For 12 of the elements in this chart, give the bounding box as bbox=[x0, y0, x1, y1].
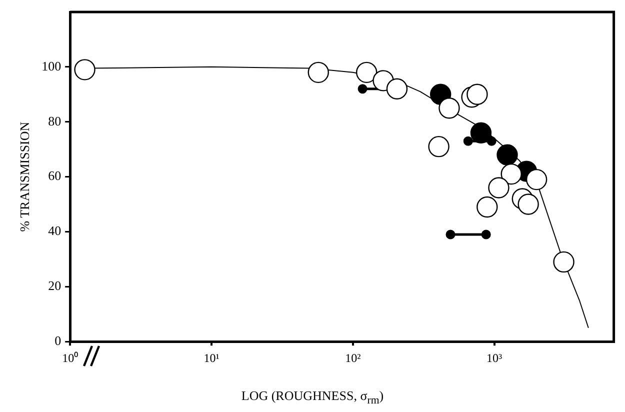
x-tick-label: 10² bbox=[345, 350, 362, 365]
y-axis-title: % TRANSMISSION bbox=[17, 121, 32, 232]
x-axis-title: LOG (ROUGHNESS, σ$_{rm}$) bbox=[240, 388, 385, 407]
x-tick-label: 10³ bbox=[486, 350, 502, 365]
y-tick-label: 20 bbox=[48, 278, 62, 294]
y-tick-label: 0 bbox=[54, 333, 62, 348]
y-tick-label: 100 bbox=[42, 58, 62, 74]
x-tick-label: 10⁰ bbox=[62, 350, 78, 365]
x-tick-label: 10¹ bbox=[204, 350, 220, 365]
y-tick-label: 40 bbox=[48, 223, 62, 238]
y-tick-label: 80 bbox=[48, 113, 62, 128]
y-tick-label: 60 bbox=[48, 168, 62, 184]
